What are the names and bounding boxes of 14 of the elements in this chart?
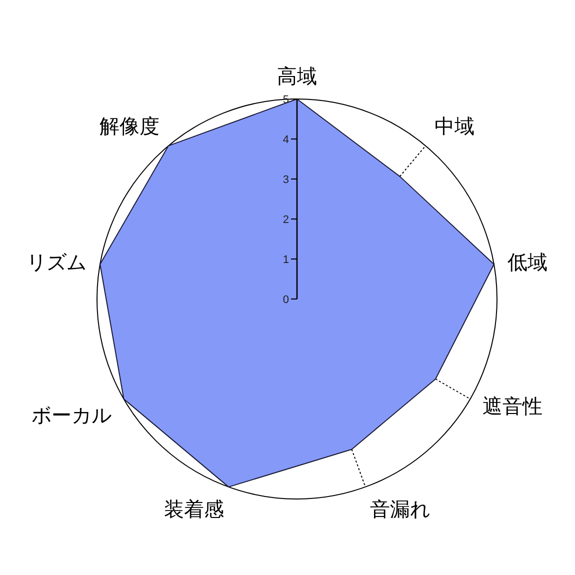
y-tick-label: 3 bbox=[282, 174, 289, 186]
spoke-label: リズム bbox=[26, 250, 86, 274]
spoke-label: 中域 bbox=[434, 114, 475, 138]
spoke-label: 解像度 bbox=[99, 114, 160, 138]
y-tick-label: 4 bbox=[282, 134, 289, 146]
y-tick-label: 1 bbox=[282, 254, 289, 266]
y-tick-label: 0 bbox=[282, 294, 289, 306]
spoke-label: 遮音性 bbox=[482, 394, 542, 418]
spoke-label: 装着感 bbox=[164, 497, 224, 522]
spoke-label: 音漏れ bbox=[370, 497, 430, 522]
y-tick-label: 2 bbox=[282, 214, 289, 226]
spoke-label: 低域 bbox=[508, 250, 548, 274]
spoke-label: 高域 bbox=[277, 64, 317, 88]
spoke-label: ボーカル bbox=[32, 403, 112, 427]
